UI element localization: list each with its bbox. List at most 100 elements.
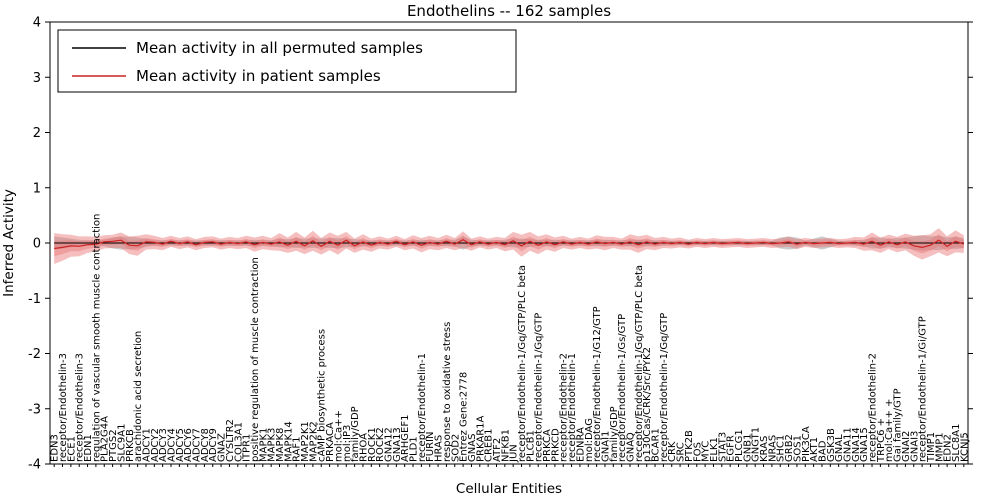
x-tick-label: ADCY4 — [167, 428, 178, 462]
x-tick-label: receptor/Endothelin-1 — [567, 353, 578, 462]
x-tick-label: MAPK14 — [283, 421, 294, 462]
x-tick-label: ATF2 — [492, 438, 503, 462]
x-tick-label: family/GDP — [350, 406, 361, 462]
x-tick-label: mol:IP3 — [342, 425, 353, 462]
series-lines — [54, 239, 964, 250]
x-tick-label: CREB1 — [484, 429, 495, 462]
x-tick-label: RHOA — [358, 433, 369, 462]
x-tick-label: GSK3B — [826, 428, 837, 462]
x-tick-label: response to oxidative stress — [442, 322, 453, 462]
x-tick-label: GNAS — [467, 434, 478, 462]
x-tick-label: MMP1 — [934, 432, 945, 462]
x-tick-label: GNA11 — [842, 427, 853, 462]
y-tick-group: -4 -3 -2 -1 0 1 2 3 4 — [28, 16, 973, 473]
x-tick-label: receptor/Endothelin-1 — [417, 353, 428, 462]
x-tick-label: TRPC6 + — [876, 418, 887, 463]
axes-frame — [49, 21, 969, 465]
x-tick-label: MYC — [701, 441, 712, 462]
x-tick-label: SRC — [676, 442, 687, 462]
x-tick-label: CRK — [667, 441, 678, 462]
x-tick-label: STAT3 — [717, 432, 728, 462]
x-tick-label: ELK1 — [709, 437, 720, 462]
x-tick-label: receptor/Endothelin-3 — [75, 353, 86, 462]
x-tick-label: NRAS — [767, 435, 778, 462]
x-tick-label: mol:DAG — [584, 418, 595, 462]
x-tick-label: HRAS — [434, 435, 445, 462]
x-axis-label: Cellular Entities — [456, 481, 562, 497]
x-tick-label: JUN — [509, 444, 520, 463]
x-tick-label: PLCG1 — [734, 429, 745, 462]
x-tick-label: arachidonic acid secretion — [133, 331, 144, 462]
patient-band-outer — [54, 228, 964, 264]
x-tick-label: receptor/Endothelin-2 — [559, 353, 570, 462]
x-tick-label: receptor/Endothelin-2 — [868, 353, 879, 462]
x-tick-label: FURIN — [425, 432, 436, 462]
x-tick-label: ECE1 — [66, 436, 77, 462]
x-tick-label: GNAI2 — [901, 431, 912, 462]
y-tick-label: -2 — [28, 347, 41, 362]
y-axis-label: Inferred Activity — [1, 189, 17, 297]
x-tick-label: SLC8A1 — [951, 424, 962, 462]
y-tick-label: -3 — [28, 402, 41, 417]
x-tick-label: GNA13 — [392, 427, 403, 462]
x-tick-label: SOD2 — [450, 434, 461, 462]
x-tick-label: EDN3 — [50, 434, 61, 462]
y-tick-label: 4 — [33, 16, 41, 31]
x-tick-label: ADCY1 — [141, 428, 152, 462]
x-tick-label: MAPK8 — [275, 428, 286, 462]
x-tick-label: receptor/Endothelin-1/Gs/GTP — [617, 314, 628, 462]
x-tick-label: GNAQ — [626, 432, 637, 462]
x-tick-label: ADCY5 — [175, 428, 186, 462]
x-tick-label: PRKCD — [550, 428, 561, 462]
x-tick-label: EDN1 — [83, 434, 94, 462]
x-tick-label: family/GDP — [609, 406, 620, 462]
legend: Mean activity in all permuted samples Me… — [57, 29, 517, 93]
x-tick-label: receptor/Endothelin-1/Gq/GTP — [534, 313, 545, 462]
legend-label-patient: Mean activity in patient samples — [136, 67, 381, 85]
x-tick-label: SOS1 — [792, 435, 803, 462]
y-tick-label: 1 — [33, 181, 41, 196]
x-tick-label: ITPR1 — [242, 434, 253, 462]
x-tick-label: MAPK1 — [258, 428, 269, 462]
x-tick-label: receptor/Endothelin-1/G12/GTP — [592, 306, 603, 462]
x-tick-label: KCNJ5 — [959, 432, 970, 462]
x-tick-label: ADCY8 — [200, 428, 211, 462]
y-tick-label: 2 — [33, 126, 41, 141]
x-tick-label: GNAL — [834, 434, 845, 462]
x-tick-label: GNGT1 — [751, 427, 762, 462]
x-tick-label: PLA2G4A — [100, 416, 111, 462]
x-tick-label: mol:Ca++ + — [884, 399, 895, 462]
x-tick-label: ADCY7 — [192, 428, 203, 462]
x-tick-label: PRKCA — [542, 429, 553, 462]
x-tick-label: Entrez Gene:2778 — [459, 372, 470, 462]
x-tick-label: PLCB1 — [525, 430, 536, 462]
x-tick-label: GNA14 — [851, 427, 862, 462]
x-tick-label: RAF1 — [292, 437, 303, 463]
x-tick-label: KRAS — [759, 436, 770, 462]
x-tick-label: NFKB1 — [500, 429, 511, 462]
x-tick-label: MAP2K1 — [300, 421, 311, 462]
x-tick-label: PRKAR1A — [475, 415, 486, 462]
x-tick-label: SLC9A1 — [116, 424, 127, 462]
x-tick-label: GNA15 — [859, 427, 870, 462]
x-tick-label: TIMP1 — [926, 432, 937, 463]
x-tick-label: ADCY9 — [208, 428, 219, 462]
x-tick-label: MAP2K2 — [308, 421, 319, 462]
x-tick-label: ADCY2 — [150, 428, 161, 462]
x-tick-label: GNA12 — [383, 427, 394, 462]
x-tick-label: ROCK1 — [367, 427, 378, 462]
x-tick-label: PTGS2 — [108, 429, 119, 462]
x-tick-label: BAD — [817, 440, 828, 462]
x-tick-label: SHC1 — [776, 435, 787, 462]
x-tick-label: AKT1 — [809, 437, 820, 462]
x-tick-label: ARHGEF1 — [400, 415, 411, 463]
x-tick-label: receptor/Endothelin-1/Gi/GTP — [918, 316, 929, 462]
x-tick-label: PLD1 — [409, 436, 420, 462]
x-tick-label: GNB1 — [742, 434, 753, 462]
y-tick-label: -4 — [28, 458, 41, 473]
x-tick-label: cAMP biosynthetic process — [317, 329, 328, 462]
x-tick-label: GRB2 — [784, 434, 795, 462]
x-tick-label: Gai family/GTP — [893, 388, 904, 462]
